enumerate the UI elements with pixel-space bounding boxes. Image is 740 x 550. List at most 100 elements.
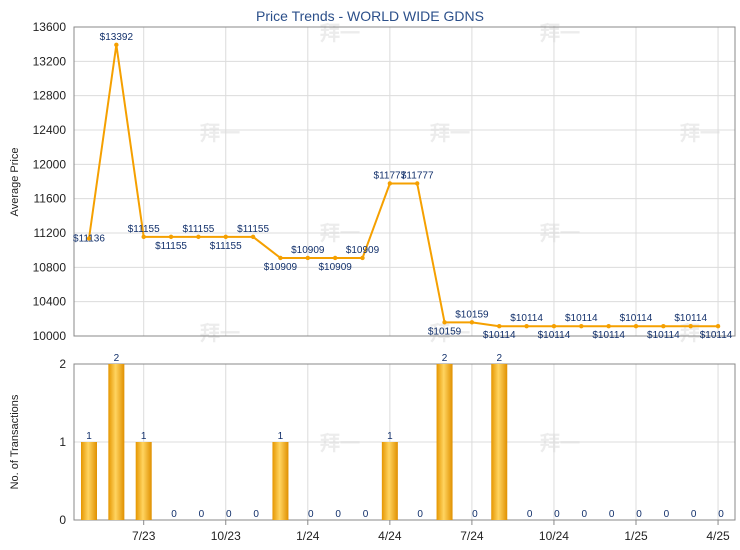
- price-data-label: $10159: [455, 309, 489, 320]
- transaction-bar: [381, 442, 398, 520]
- price-y-tick-label: 12000: [33, 157, 67, 171]
- price-line: [88, 43, 719, 328]
- price-data-label: $10114: [538, 330, 571, 341]
- y-axis-title-transactions: No. of Transactions: [9, 394, 21, 489]
- bar-value-label: 0: [226, 509, 232, 520]
- line-layer: [86, 42, 721, 329]
- bar-value-label: 2: [496, 353, 502, 364]
- bar-value-label: 2: [442, 353, 448, 364]
- transactions-y-tick-label: 1: [59, 435, 66, 449]
- price-point: [250, 234, 256, 240]
- bar-layer: [81, 364, 508, 520]
- bar-value-label: 0: [582, 509, 588, 520]
- price-data-label: $10159: [428, 326, 462, 337]
- watermark-text: 拜一: [540, 21, 580, 45]
- transaction-bar: [108, 364, 125, 520]
- x-tick-label: 4/25: [706, 529, 730, 543]
- price-point: [360, 255, 365, 261]
- price-point: [332, 255, 338, 261]
- bar-value-label: 0: [308, 509, 314, 520]
- price-data-label: $11155: [237, 224, 269, 235]
- bar-value-label: 0: [417, 509, 423, 520]
- bar-value-label: 0: [664, 509, 670, 520]
- x-tick-label: 7/23: [132, 529, 156, 543]
- chart-title: Price Trends - WORLD WIDE GDNS: [256, 8, 484, 24]
- x-tick-label: 1/25: [624, 529, 648, 543]
- price-data-label: $10114: [483, 330, 516, 341]
- watermark-text: 拜一: [680, 121, 720, 145]
- price-point: [715, 324, 721, 329]
- price-data-label: $11136: [73, 233, 105, 244]
- bar-value-label: 0: [171, 509, 177, 520]
- price-data-label: $11155: [210, 241, 242, 252]
- bar-value-label: 0: [554, 509, 560, 520]
- price-point: [688, 324, 693, 329]
- price-point: [442, 320, 447, 325]
- price-data-label: $11155: [128, 224, 160, 235]
- price-data-label: $10114: [700, 330, 733, 341]
- price-plot-frame: [73, 26, 736, 337]
- x-tick-label: 1/24: [296, 529, 320, 543]
- bar-value-label: 0: [253, 509, 259, 520]
- price-data-label: $11777: [401, 170, 434, 181]
- price-point: [551, 324, 557, 329]
- bar-value-label: 0: [363, 509, 369, 520]
- price-data-label: $10114: [674, 313, 707, 324]
- watermark-text: 拜一: [430, 121, 470, 145]
- price-point: [114, 42, 119, 48]
- price-y-tick-label: 11200: [34, 226, 67, 240]
- price-point: [141, 234, 146, 240]
- price-y-tick-label: 10800: [33, 260, 67, 274]
- watermark-text: 拜一: [540, 431, 580, 455]
- price-data-label: $10114: [592, 330, 625, 341]
- bar-value-label: 2: [114, 353, 120, 364]
- transaction-bar: [81, 442, 97, 520]
- bar-value-label: 0: [472, 509, 478, 520]
- watermark-text: 拜一: [320, 21, 360, 45]
- transaction-bar: [436, 364, 453, 520]
- x-tick-label: 10/23: [211, 529, 241, 543]
- price-data-label: $11155: [182, 224, 214, 235]
- watermark-text: 拜一: [680, 321, 720, 345]
- price-point: [415, 181, 420, 186]
- price-y-tick-label: 13600: [33, 20, 67, 34]
- price-data-label: $11155: [155, 241, 187, 252]
- price-data-label: $10909: [318, 262, 352, 273]
- price-data-label: $10114: [565, 313, 598, 324]
- transactions-plot-frame: [73, 363, 736, 521]
- price-y-tick-label: 12400: [33, 123, 67, 137]
- price-y-tick-label: 11600: [34, 192, 67, 206]
- axis-layer: Price Trends - WORLD WIDE GDNS Average P…: [9, 8, 730, 543]
- price-point: [223, 234, 228, 240]
- bar-value-label: 1: [278, 431, 284, 442]
- price-data-label: $10114: [647, 330, 680, 341]
- transaction-bar: [135, 442, 152, 520]
- bar-value-label: 1: [141, 431, 147, 442]
- price-data-label: $10114: [620, 313, 653, 324]
- price-y-tick-label: 10000: [33, 329, 67, 343]
- watermark-text: 拜一: [320, 431, 360, 455]
- price-point: [579, 324, 584, 329]
- bar-value-label: 1: [387, 431, 393, 442]
- x-tick-label: 10/24: [539, 529, 569, 543]
- price-point: [524, 324, 529, 329]
- transaction-bar: [272, 442, 289, 520]
- bar-value-label: 0: [199, 509, 205, 520]
- bar-value-label: 0: [527, 509, 533, 520]
- price-data-label: $10909: [291, 245, 325, 256]
- price-data-label: $13392: [100, 32, 134, 43]
- price-y-tick-label: 12800: [33, 89, 67, 103]
- price-data-label: $10114: [510, 313, 543, 324]
- bar-value-label: 1: [86, 431, 92, 442]
- bar-value-label: 0: [691, 509, 697, 520]
- x-tick-label: 4/24: [378, 529, 402, 543]
- price-point: [86, 236, 92, 241]
- price-point: [497, 324, 502, 329]
- watermark-text: 拜一: [430, 321, 470, 345]
- price-point: [387, 181, 393, 186]
- x-tick-label: 7/24: [460, 529, 484, 543]
- price-point: [305, 255, 310, 261]
